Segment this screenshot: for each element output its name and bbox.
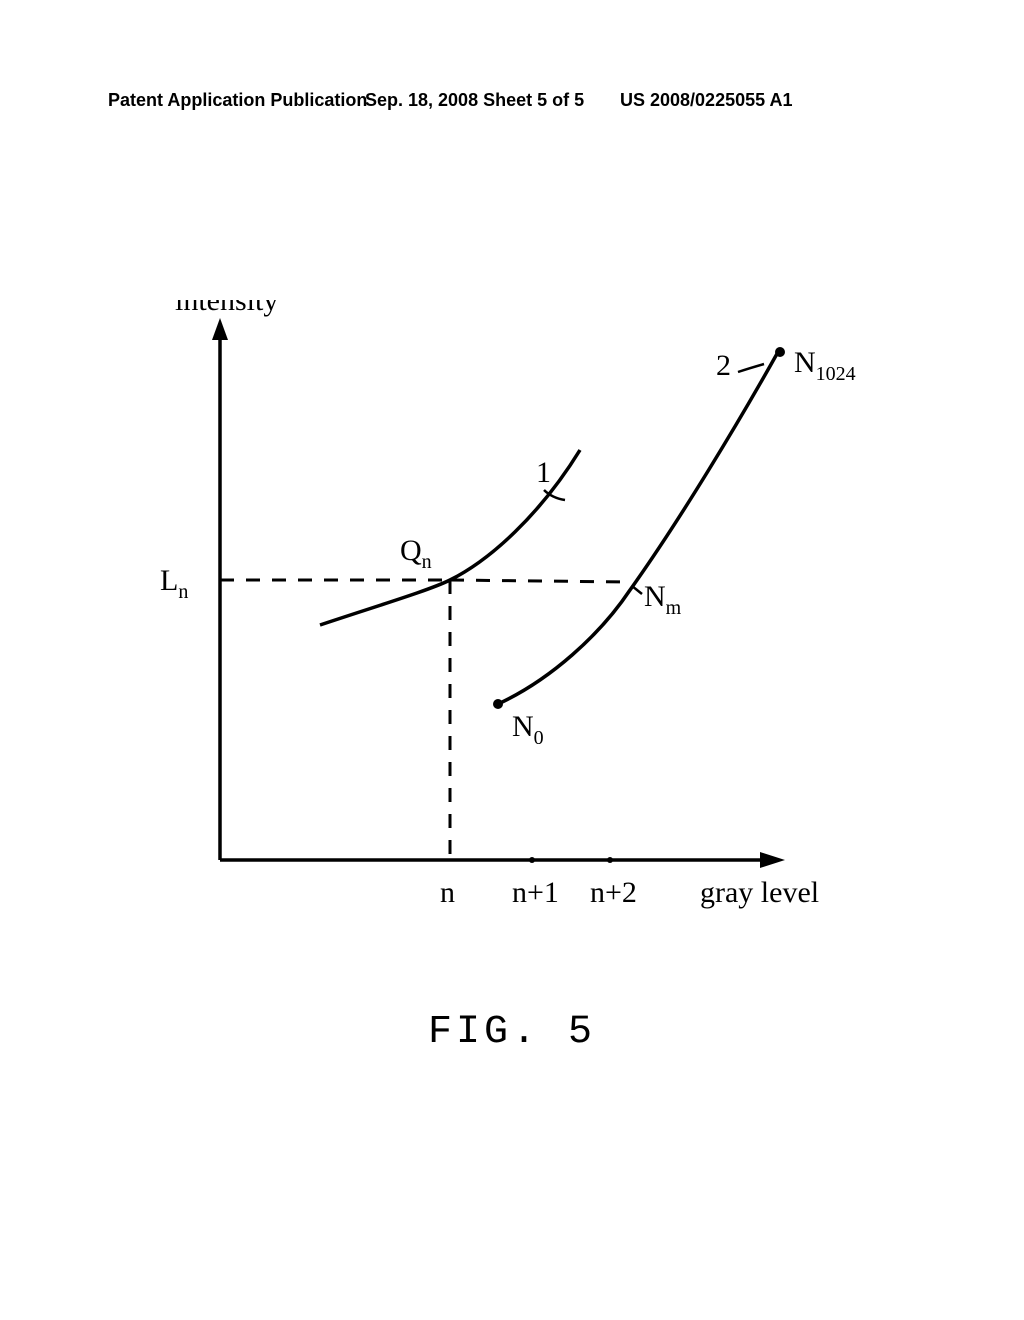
header-right-text: US 2008/0225055 A1 bbox=[620, 90, 792, 111]
ln-label: Ln bbox=[160, 564, 188, 603]
curve2-label: 2 bbox=[716, 349, 731, 382]
nm-label: Nm bbox=[644, 580, 682, 619]
xtick-n: n bbox=[440, 876, 455, 909]
curve1-label: 1 bbox=[536, 456, 551, 489]
figure-caption: FIG. 5 bbox=[0, 1010, 1024, 1055]
x-axis-label: gray level bbox=[700, 876, 819, 909]
qn-label: Qn bbox=[400, 534, 432, 573]
y-axis-label: intensity bbox=[175, 300, 278, 317]
n0-label: N0 bbox=[512, 710, 544, 749]
chart-svg: intensity gray level Ln Qn 1 2 N0 Nm N10… bbox=[140, 300, 890, 940]
leader-curve2 bbox=[738, 364, 764, 372]
dash-line-qn-nm bbox=[450, 580, 630, 582]
point-n0 bbox=[493, 699, 503, 709]
n1024-label: N1024 bbox=[794, 346, 856, 385]
xtick-n1: n+1 bbox=[512, 876, 559, 909]
leader-nm bbox=[632, 586, 642, 594]
x-axis-arrow bbox=[760, 852, 785, 868]
chart-area: intensity gray level Ln Qn 1 2 N0 Nm N10… bbox=[140, 300, 890, 980]
xtick-mark-2 bbox=[607, 857, 613, 863]
header-left-text: Patent Application Publication bbox=[108, 90, 367, 111]
header-center-text: Sep. 18, 2008 Sheet 5 of 5 bbox=[365, 90, 584, 111]
point-n1024 bbox=[775, 347, 785, 357]
y-axis-arrow bbox=[212, 318, 228, 340]
xtick-n2: n+2 bbox=[590, 876, 637, 909]
curve-2 bbox=[498, 352, 778, 704]
xtick-mark-1 bbox=[529, 857, 535, 863]
